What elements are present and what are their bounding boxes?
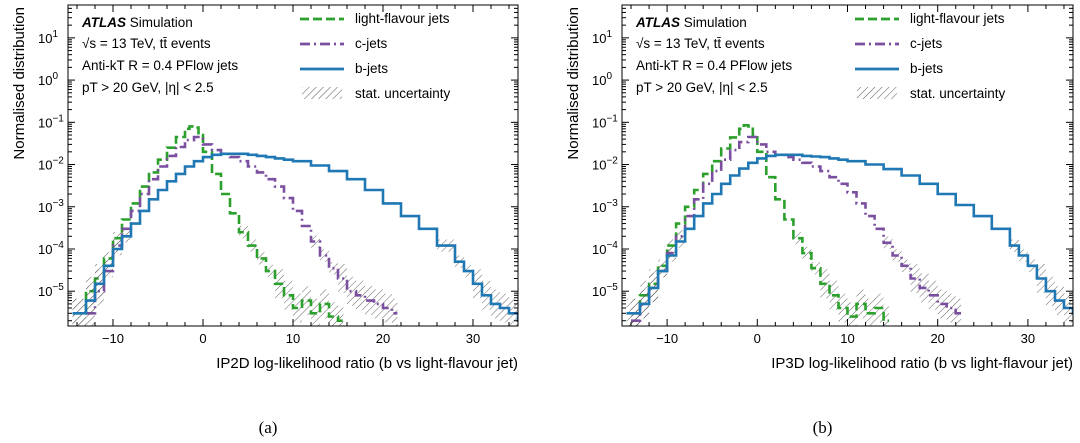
- legend-swatch-uncertainty: [857, 87, 897, 99]
- jet-algorithm-label: Anti-kT R = 0.4 PFlow jets: [82, 58, 238, 73]
- y-tick-label: 101: [38, 29, 58, 46]
- series-line-1: [86, 135, 398, 315]
- x-tick-label: 0: [754, 331, 761, 346]
- jet-algorithm-label: Anti-kT R = 0.4 PFlow jets: [636, 58, 792, 73]
- legend-entry-0: light-flavour jets: [910, 11, 1005, 26]
- legend-entry-uncertainty: stat. uncertainty: [910, 86, 1006, 101]
- atlas-label: ATLAS Simulation: [81, 15, 193, 30]
- panel-caption: (a): [259, 418, 278, 437]
- y-tick-label: 10−2: [38, 156, 64, 173]
- x-tick-label: 30: [466, 331, 480, 346]
- plot-frame: [67, 4, 519, 327]
- energy-label: √s = 13 TeV, tt̄ events: [636, 36, 765, 51]
- x-tick-label: 30: [1021, 331, 1035, 346]
- plot-area: [72, 125, 518, 326]
- y-tick-label: 10−3: [592, 198, 618, 215]
- y-tick-label: 10−3: [38, 198, 64, 215]
- series-line-2: [72, 152, 518, 322]
- y-tick-label: 10−1: [38, 113, 64, 130]
- y-tick-label: 100: [38, 71, 58, 88]
- y-axis-label: Normalised distribution: [11, 7, 28, 160]
- y-axis-label: Normalised distribution: [565, 7, 582, 160]
- atlas-label: ATLAS Simulation: [635, 15, 747, 30]
- series-line-0: [72, 125, 344, 322]
- y-tick-label: 10−4: [38, 240, 64, 257]
- legend-entry-2: b-jets: [910, 61, 943, 76]
- x-tick-label: −10: [656, 331, 678, 346]
- uncertainty-band-1: [86, 235, 398, 326]
- y-tick-label: 10−4: [592, 240, 618, 257]
- series-line-1: [631, 135, 962, 322]
- x-tick-label: 0: [199, 331, 206, 346]
- legend-entry-uncertainty: stat. uncertainty: [355, 86, 451, 101]
- series-line-2: [626, 153, 1073, 315]
- uncertainty-band-0: [72, 226, 344, 326]
- x-axis-label: IP2D log-likelihood ratio (b vs light-fl…: [216, 355, 518, 372]
- legend-entry-2: b-jets: [355, 61, 388, 76]
- legend-entry-0: light-flavour jets: [355, 11, 450, 26]
- x-tick-label: 20: [376, 331, 390, 346]
- y-tick-label: 10−2: [592, 156, 618, 173]
- kinematic-cuts-label: pT > 20 GeV, |η| < 2.5: [636, 80, 768, 95]
- y-tick-label: 10−5: [38, 282, 64, 299]
- x-tick-label: 10: [286, 331, 300, 346]
- x-tick-label: 10: [840, 331, 854, 346]
- chart-panel-b: −10 0 10 20 30 10−5 10−4 10−3 10−2 10−1 100 101 IP3D…: [565, 4, 1074, 437]
- panel-caption: (b): [813, 418, 833, 437]
- energy-label: √s = 13 TeV, tt̄ events: [82, 36, 211, 51]
- x-tick-label: −10: [102, 331, 124, 346]
- kinematic-cuts-label: pT > 20 GeV, |η| < 2.5: [82, 80, 214, 95]
- plot-frame: [621, 4, 1074, 327]
- plot-area: [626, 124, 1073, 326]
- x-tick-label: 20: [930, 331, 944, 346]
- uncertainty-band-0: [631, 232, 889, 326]
- legend-entry-1: c-jets: [910, 36, 943, 51]
- y-tick-label: 10−5: [592, 282, 618, 299]
- series-line-0: [631, 124, 889, 322]
- y-tick-label: 100: [592, 71, 612, 88]
- x-axis-label: IP3D log-likelihood ratio (b vs light-fl…: [771, 355, 1073, 372]
- legend-swatch-uncertainty: [302, 87, 342, 99]
- chart-panel-a: −10 0 10 20 30 10−5 10−4 10−3 10−2 10−1 100 101 IP2D…: [11, 4, 519, 437]
- y-tick-label: 10−1: [592, 113, 618, 130]
- legend-entry-1: c-jets: [355, 36, 388, 51]
- y-tick-label: 101: [592, 29, 612, 46]
